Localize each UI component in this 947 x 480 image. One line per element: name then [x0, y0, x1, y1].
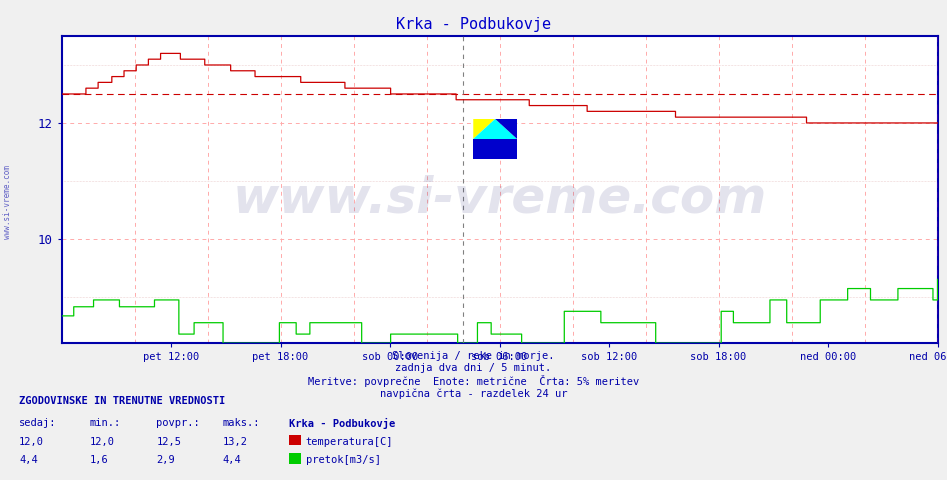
Polygon shape: [495, 119, 517, 139]
Text: 12,0: 12,0: [19, 437, 44, 447]
Text: www.si-vreme.com: www.si-vreme.com: [232, 175, 767, 223]
Text: min.:: min.:: [90, 418, 121, 428]
Text: ZGODOVINSKE IN TRENUTNE VREDNOSTI: ZGODOVINSKE IN TRENUTNE VREDNOSTI: [19, 396, 225, 406]
Text: 4,4: 4,4: [19, 455, 38, 465]
Text: 2,9: 2,9: [156, 455, 175, 465]
Polygon shape: [474, 119, 495, 139]
Text: 13,2: 13,2: [223, 437, 247, 447]
Text: Slovenija / reke in morje.
zadnja dva dni / 5 minut.
Meritve: povprečne  Enote: : Slovenija / reke in morje. zadnja dva dn…: [308, 351, 639, 399]
Text: www.si-vreme.com: www.si-vreme.com: [3, 165, 12, 239]
Text: Krka - Podbukovje: Krka - Podbukovje: [396, 17, 551, 32]
Text: 4,4: 4,4: [223, 455, 241, 465]
Text: Krka - Podbukovje: Krka - Podbukovje: [289, 418, 395, 429]
Text: pretok[m3/s]: pretok[m3/s]: [306, 455, 381, 465]
Text: povpr.:: povpr.:: [156, 418, 200, 428]
Text: 12,0: 12,0: [90, 437, 115, 447]
Text: 1,6: 1,6: [90, 455, 109, 465]
Text: temperatura[C]: temperatura[C]: [306, 437, 393, 447]
Text: maks.:: maks.:: [223, 418, 260, 428]
Polygon shape: [474, 119, 517, 159]
Text: 12,5: 12,5: [156, 437, 181, 447]
Text: sedaj:: sedaj:: [19, 418, 57, 428]
Polygon shape: [474, 139, 517, 159]
